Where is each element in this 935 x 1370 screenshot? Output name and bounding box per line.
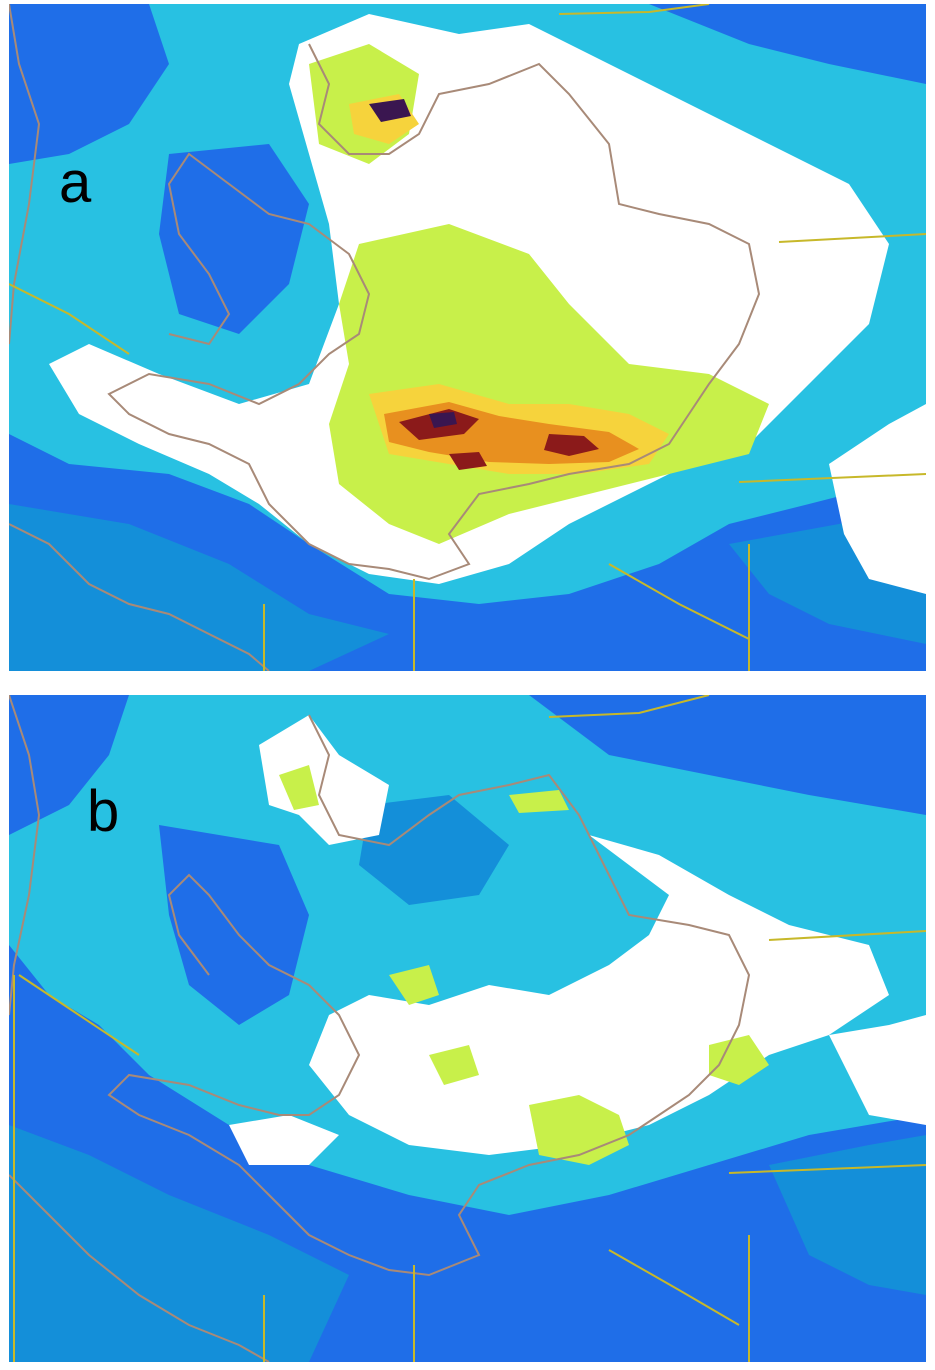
map-b-coastline <box>107 714 751 1277</box>
map-a-dark-red-region <box>449 452 487 470</box>
map-b-coastline <box>9 1174 270 1362</box>
map-b-border <box>768 930 926 941</box>
map-panel-b: b <box>9 695 926 1362</box>
map-b-cloud-region <box>829 1015 926 1125</box>
map-b-deep-blue-region <box>159 825 309 1025</box>
map-b-green-region <box>709 1035 769 1085</box>
map-b-green-region <box>279 765 319 810</box>
map-b-green-region <box>389 965 439 1005</box>
map-b-border <box>548 695 710 718</box>
map-b-mid-blue-region <box>359 795 509 905</box>
map-a-border <box>738 473 926 483</box>
map-a-deep-blue-region <box>649 4 926 84</box>
map-b-mid-blue-region <box>769 1135 926 1295</box>
map-a-coastline <box>9 4 41 345</box>
map-a-coastline <box>107 43 761 581</box>
map-a-cloud-region <box>829 404 926 594</box>
panel-label-a: a <box>59 150 92 215</box>
map-b-border <box>18 974 140 1056</box>
map-b-deep-blue-region <box>529 695 926 815</box>
map-a-purple-region <box>369 99 411 122</box>
map-b-canvas <box>9 695 926 1362</box>
map-a-dark-red-region <box>544 434 599 456</box>
map-a-coastline <box>9 523 270 671</box>
map-panel-a: a <box>9 4 926 671</box>
map-a-green-region <box>329 224 769 544</box>
map-a-purple-region <box>429 412 457 428</box>
map-a-border <box>558 4 710 15</box>
map-a-deep-blue-region <box>159 144 309 334</box>
map-b-green-region <box>529 1095 629 1165</box>
map-a-canvas <box>9 4 926 671</box>
map-a-border <box>608 563 750 640</box>
map-a-deep-blue-region <box>9 4 169 164</box>
map-b-green-region <box>429 1045 479 1085</box>
map-b-border <box>608 1249 740 1326</box>
map-b-cloud-region <box>259 715 389 845</box>
panel-label-b: b <box>87 779 120 844</box>
map-a-border <box>9 283 130 355</box>
map-b-deep-blue-region <box>9 695 129 835</box>
map-b-border <box>728 1164 926 1174</box>
map-b-cloud-region <box>229 1115 339 1165</box>
map-a-mid-blue-region <box>9 504 389 671</box>
map-a-border <box>778 233 926 243</box>
map-b-coastline <box>9 695 41 1016</box>
map-b-green-region <box>509 790 569 813</box>
